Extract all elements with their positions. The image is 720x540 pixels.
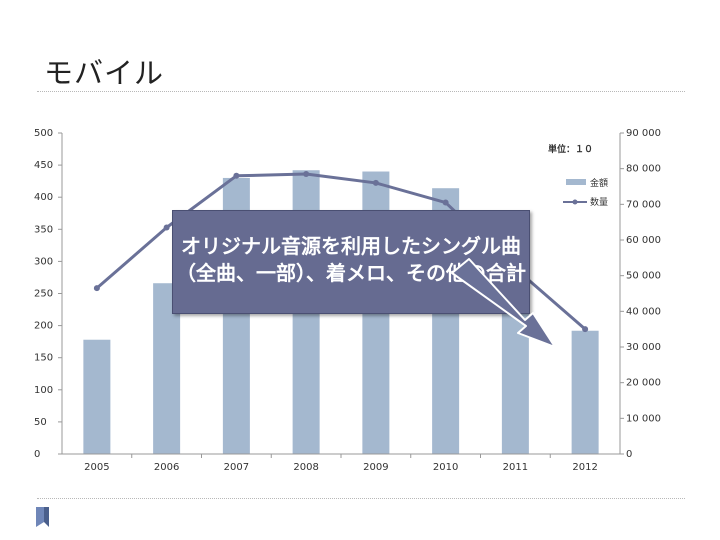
legend-label-line: 数量 (590, 196, 608, 208)
bar-2012 (571, 330, 599, 454)
y-left-tick-label: 300 (34, 256, 53, 267)
line-point-2012 (582, 326, 589, 333)
y-right-tick-label: 80 000 (626, 164, 661, 175)
y-left-tick-label: 100 (34, 385, 53, 396)
bar-2005 (83, 339, 111, 454)
y-right-tick-label: 90 000 (626, 128, 661, 139)
unit-note: 単位：１０ (548, 143, 593, 155)
x-tick-label: 2008 (293, 462, 318, 473)
y-right-tick-label: 20 000 (626, 378, 661, 389)
y-left-tick-label: 0 (34, 449, 40, 460)
footer-divider (37, 498, 685, 499)
slide-title: モバイル (44, 56, 165, 90)
line-point-2008 (303, 171, 310, 178)
x-tick-label: 2010 (433, 462, 458, 473)
y-left-tick-label: 500 (34, 128, 53, 139)
y-left-tick-label: 400 (34, 192, 53, 203)
y-left-tick-label: 200 (34, 321, 53, 332)
legend-swatch-bar (566, 179, 586, 185)
y-right-tick-label: 30 000 (626, 342, 661, 353)
y-left-tick-label: 50 (34, 417, 47, 428)
legend-label-bar: 金額 (590, 177, 608, 189)
legend-swatch-marker (572, 199, 578, 205)
y-left-tick-label: 450 (34, 160, 53, 171)
title-divider (37, 91, 685, 92)
x-tick-label: 2009 (363, 462, 388, 473)
line-point-2005 (93, 285, 100, 292)
y-left-tick-label: 350 (34, 224, 53, 235)
x-tick-label: 2007 (224, 462, 249, 473)
callout-text: オリジナル音源を利用したシングル曲（全曲、一部）、着メロ、その他の合計 (176, 234, 526, 285)
y-right-tick-label: 10 000 (626, 413, 661, 424)
x-tick-label: 2006 (154, 462, 179, 473)
y-left-tick-label: 250 (34, 289, 53, 300)
x-tick-label: 2012 (572, 462, 597, 473)
x-tick-label: 2005 (84, 462, 109, 473)
y-right-tick-label: 40 000 (626, 306, 661, 317)
y-left-tick-label: 150 (34, 353, 53, 364)
line-point-2006 (163, 224, 170, 231)
y-right-tick-label: 60 000 (626, 235, 661, 246)
line-point-2007 (233, 172, 240, 179)
y-right-tick-label: 0 (626, 449, 632, 460)
callout-box: オリジナル音源を利用したシングル曲（全曲、一部）、着メロ、その他の合計 (172, 210, 530, 314)
line-point-2010 (442, 199, 449, 206)
y-right-tick-label: 50 000 (626, 271, 661, 282)
x-tick-label: 2011 (503, 462, 528, 473)
line-point-2009 (372, 179, 379, 186)
y-right-tick-label: 70 000 (626, 199, 661, 210)
slide-nav-icon (36, 507, 49, 527)
